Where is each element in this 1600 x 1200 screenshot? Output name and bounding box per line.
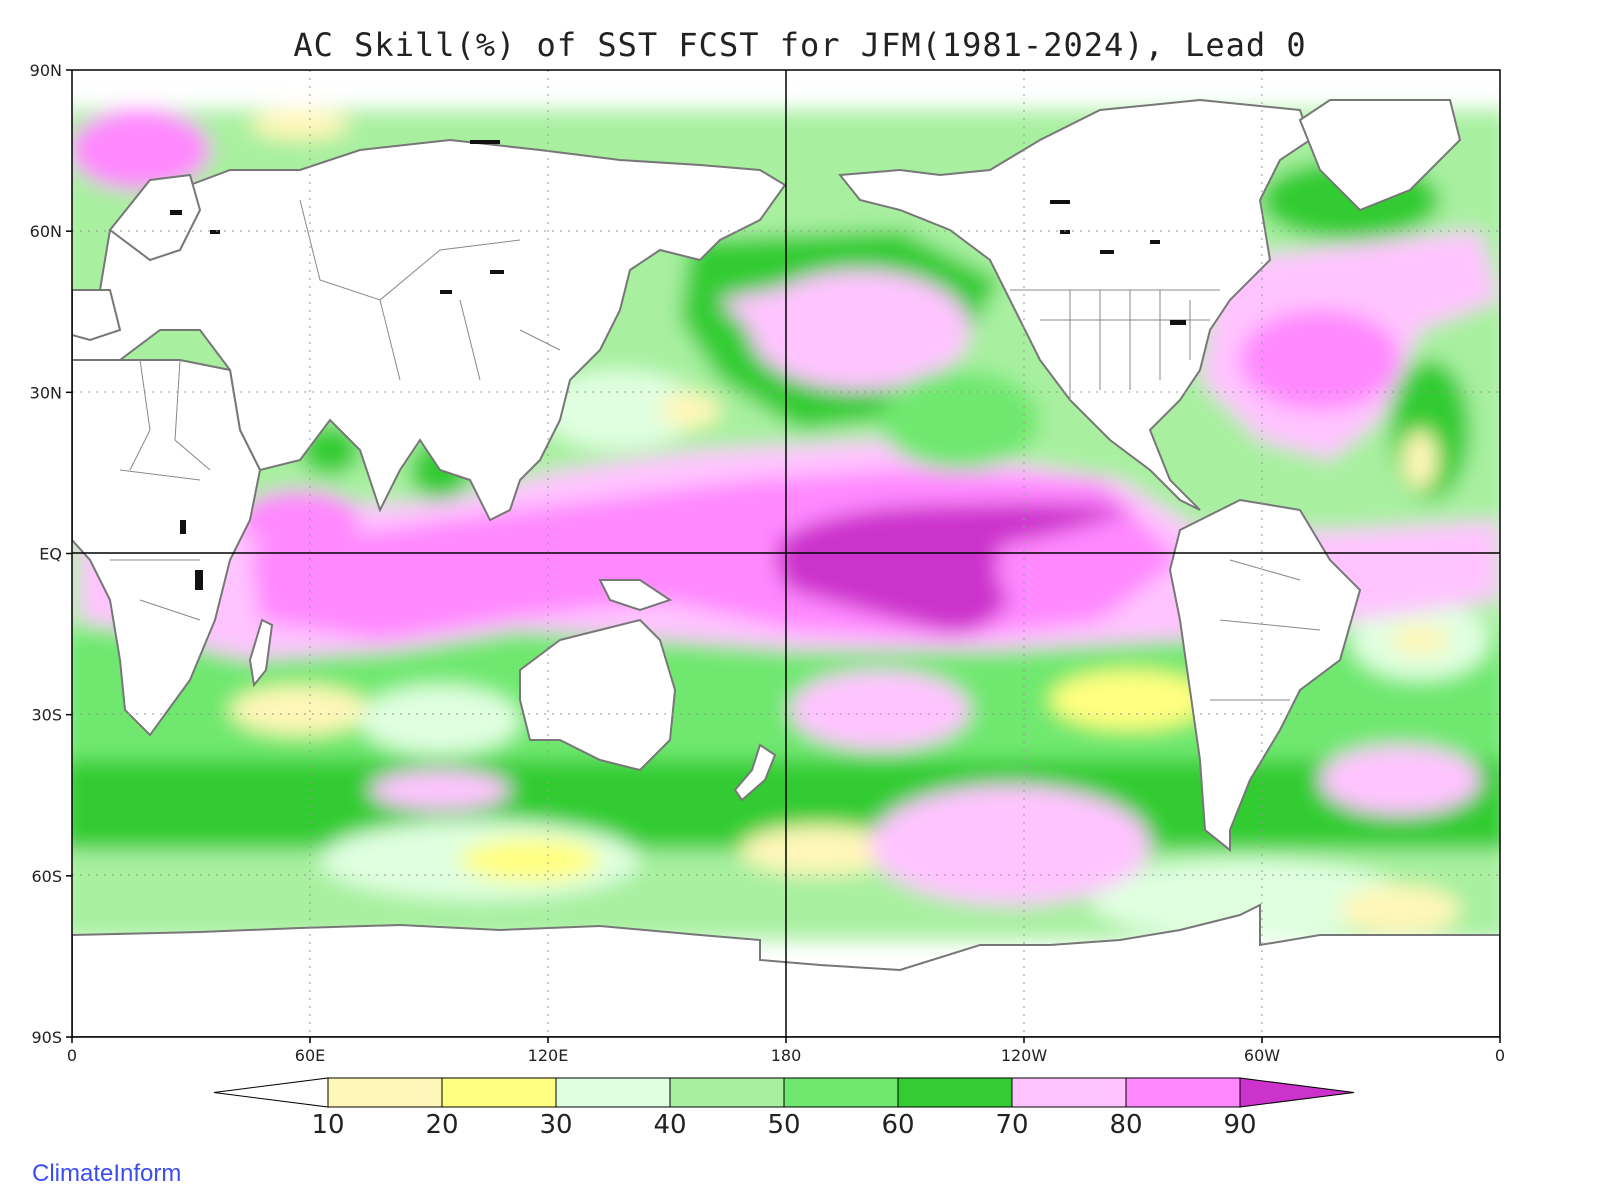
madagascar-landmass [248,618,274,688]
lon-tick-label: 180 [771,1046,802,1065]
colorbar: 10 20 30 40 50 60 70 80 90 [213,1077,1355,1140]
lat-tick-label: 30S [31,706,62,725]
lon-tick-label: 120W [1001,1046,1048,1065]
colorbar-box [897,1077,1013,1108]
colorbar-level-label: 90 [1223,1110,1256,1140]
colorbar-level-label: 50 [767,1110,800,1140]
north-america-landmass [838,98,1312,511]
lat-tick-label: 90N [30,61,62,80]
colorbar-box [1011,1077,1127,1108]
south-america-landmass [1168,498,1362,853]
lat-tick-label: 30N [30,383,62,402]
colorbar-level-label: 60 [881,1110,914,1140]
lat-tick-label: 60S [31,867,62,886]
map-title: AC Skill(%) of SST FCST for JFM(1981-202… [293,26,1307,64]
lat-tick-label: 60N [30,222,62,241]
lon-tick-label: 60W [1244,1046,1280,1065]
colorbar-level-label: 70 [995,1110,1028,1140]
colorbar-level-label: 20 [425,1110,458,1140]
credit-label: ClimateInform [32,1160,182,1187]
colorbar-box [441,1077,557,1108]
lon-tick-label: 0 [67,1046,77,1065]
new-guinea-landmass [598,579,673,612]
scandinavia-landmass [108,173,202,262]
colorbar-box [783,1077,899,1108]
political-borders [110,199,1321,701]
colorbar-box [669,1077,785,1108]
longitude-axis: 0 60E 120E 180 120W 60W 0 [67,1037,1505,1065]
colorbar-box [1125,1077,1241,1108]
greenland-landmass [1298,99,1462,212]
colorbar-box [555,1077,671,1108]
lon-tick-label: 60E [295,1046,325,1065]
colorbar-level-label: 30 [539,1110,572,1140]
colorbar-over-triangle [1239,1077,1355,1108]
colorbar-level-label: 40 [653,1110,686,1140]
lake-markers [170,140,1186,590]
australia-landmass [519,618,677,772]
lat-tick-label: 90S [31,1028,62,1047]
colorbar-box [327,1077,443,1108]
lon-tick-label: 120E [528,1046,569,1065]
iberia-landmass [72,289,122,342]
lat-tick-label: EQ [39,545,62,564]
new-zealand-landmass [733,743,777,802]
colorbar-under-triangle [213,1077,329,1108]
lon-tick-label: 0 [1495,1046,1505,1065]
africa-landmass [72,359,262,737]
latitude-axis: 90N 60N 30N EQ 30S 60S 90S [30,61,72,1047]
colorbar-level-label: 80 [1109,1110,1142,1140]
colorbar-level-label: 10 [311,1110,344,1140]
